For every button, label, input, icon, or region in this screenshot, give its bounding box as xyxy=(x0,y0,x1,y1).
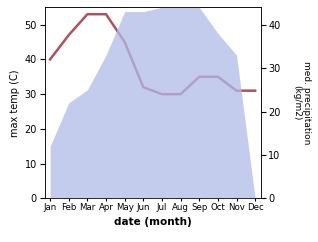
Y-axis label: max temp (C): max temp (C) xyxy=(10,69,20,136)
Y-axis label: med. precipitation
(kg/m2): med. precipitation (kg/m2) xyxy=(292,61,311,144)
X-axis label: date (month): date (month) xyxy=(114,217,191,227)
